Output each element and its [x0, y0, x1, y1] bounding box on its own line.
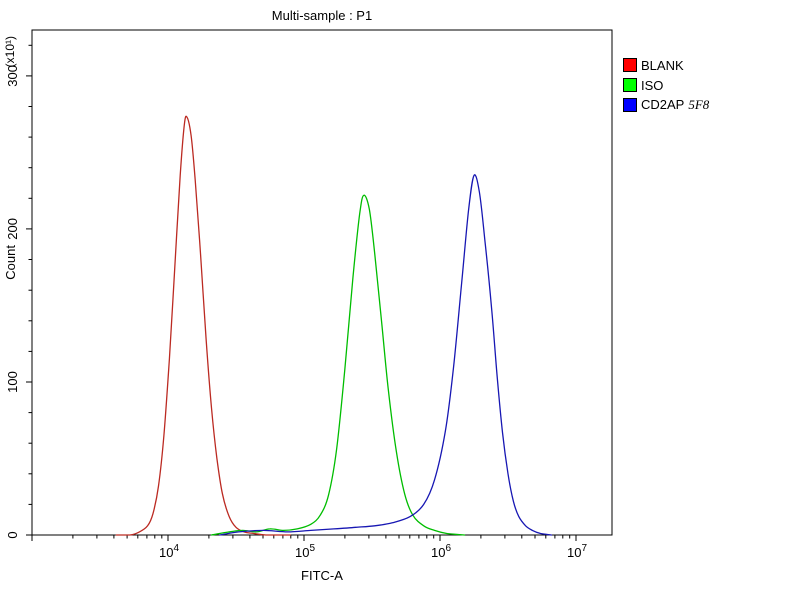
legend-label-iso: ISO: [641, 78, 663, 93]
x-tick-label: 106: [431, 543, 451, 560]
legend-item-cd2ap-5f8: CD2AP 5F8: [623, 95, 709, 115]
y-tick-label: 200: [5, 218, 20, 240]
plot-frame: [31, 29, 613, 536]
legend-label-blank-text: BLANK: [641, 57, 684, 73]
x-tick-label: 105: [295, 543, 315, 560]
curve-cd2ap-5f8: [219, 174, 553, 536]
legend-item-iso: ISO: [623, 75, 709, 95]
y-axis-label: Count: [3, 245, 18, 280]
y-tick-label: 0: [5, 531, 20, 538]
x-tick-label: 104: [159, 543, 179, 560]
legend-label-cd2ap-text: CD2AP: [641, 97, 685, 112]
iso-color-swatch: [623, 78, 637, 92]
y-axis-multiplier: (x10¹): [3, 36, 17, 68]
cd2ap-color-swatch: [623, 98, 637, 112]
curve-blank: [115, 115, 292, 536]
legend-label-cd2ap-clone: 5F8: [688, 97, 710, 112]
legend-label-blank: BLANK: [641, 58, 684, 73]
legend-label-cd2ap: CD2AP 5F8: [641, 97, 709, 113]
legend-label-iso-text: ISO: [641, 77, 664, 93]
y-tick-label: 300: [5, 65, 20, 87]
blank-color-swatch: [623, 58, 637, 72]
x-axis-label: FITC-A: [301, 568, 343, 583]
x-tick-label: 107: [567, 543, 587, 560]
legend-item-blank: BLANK: [623, 55, 709, 75]
y-tick-label: 100: [5, 371, 20, 393]
chart-title: Multi-sample : P1: [271, 8, 373, 23]
legend: BLANK ISO CD2AP 5F8: [623, 55, 709, 115]
curve-iso: [210, 194, 466, 536]
